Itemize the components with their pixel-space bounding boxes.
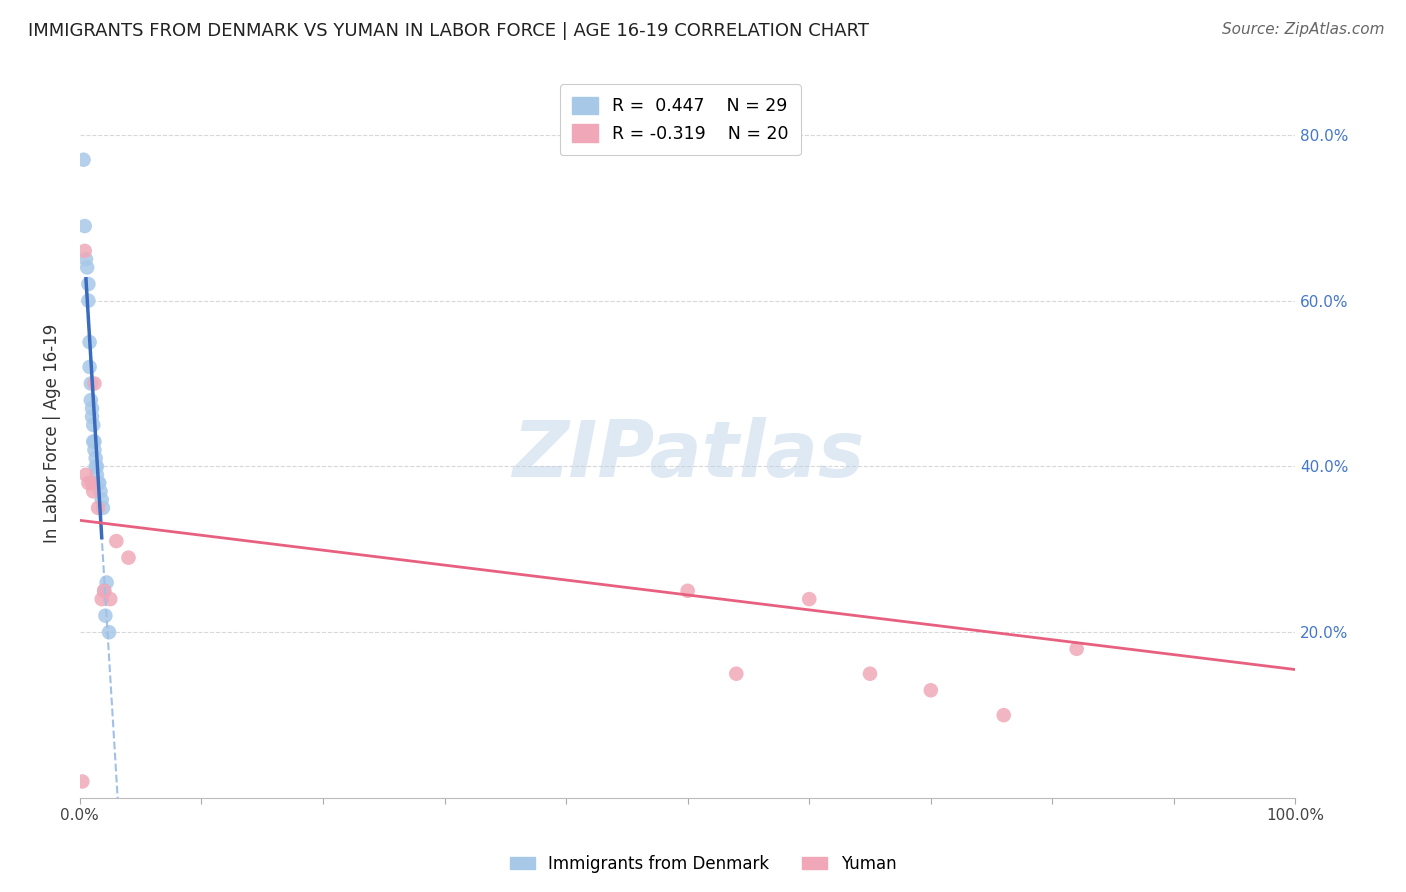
Point <box>96 575 118 590</box>
Point <box>93 583 115 598</box>
Point <box>80 376 103 391</box>
Point <box>79 359 101 374</box>
Point <box>725 666 748 681</box>
Point <box>89 476 111 491</box>
Point <box>859 666 882 681</box>
Point <box>82 417 104 432</box>
Text: Source: ZipAtlas.com: Source: ZipAtlas.com <box>1222 22 1385 37</box>
Point <box>117 550 139 565</box>
Point <box>82 484 104 499</box>
Point <box>86 467 108 482</box>
Point <box>80 476 103 491</box>
Point <box>73 219 96 233</box>
Point <box>77 476 100 491</box>
Point <box>90 492 112 507</box>
Point <box>77 293 100 308</box>
Point <box>676 583 699 598</box>
Point <box>98 592 121 607</box>
Legend: Immigrants from Denmark, Yuman: Immigrants from Denmark, Yuman <box>503 848 903 880</box>
Point <box>87 476 110 491</box>
Legend: R =  0.447    N = 29, R = -0.319    N = 20: R = 0.447 N = 29, R = -0.319 N = 20 <box>560 85 800 155</box>
Point <box>83 434 105 449</box>
Text: IMMIGRANTS FROM DENMARK VS YUMAN IN LABOR FORCE | AGE 16-19 CORRELATION CHART: IMMIGRANTS FROM DENMARK VS YUMAN IN LABO… <box>28 22 869 40</box>
Point <box>87 500 110 515</box>
Point <box>75 467 97 482</box>
Point <box>84 451 107 466</box>
Point <box>79 335 101 350</box>
Point <box>84 459 107 474</box>
Point <box>75 252 97 267</box>
Point <box>83 376 105 391</box>
Point <box>799 592 821 607</box>
Point <box>105 534 128 549</box>
Point <box>90 592 112 607</box>
Point <box>83 442 105 457</box>
Point <box>920 683 942 698</box>
Point <box>82 434 104 449</box>
Point <box>80 393 103 408</box>
Point <box>93 583 115 598</box>
Y-axis label: In Labor Force | Age 16-19: In Labor Force | Age 16-19 <box>44 324 60 543</box>
Point <box>76 260 98 275</box>
Point <box>72 774 94 789</box>
Point <box>80 401 103 416</box>
Point <box>1066 641 1088 656</box>
Text: ZIPatlas: ZIPatlas <box>512 417 863 493</box>
Point <box>80 409 103 424</box>
Point <box>91 500 114 515</box>
Point <box>94 608 117 623</box>
Point <box>77 277 100 291</box>
Point <box>90 484 112 499</box>
Point <box>72 153 94 167</box>
Point <box>993 708 1015 723</box>
Point <box>73 244 96 258</box>
Point <box>98 625 121 640</box>
Point <box>86 459 108 474</box>
